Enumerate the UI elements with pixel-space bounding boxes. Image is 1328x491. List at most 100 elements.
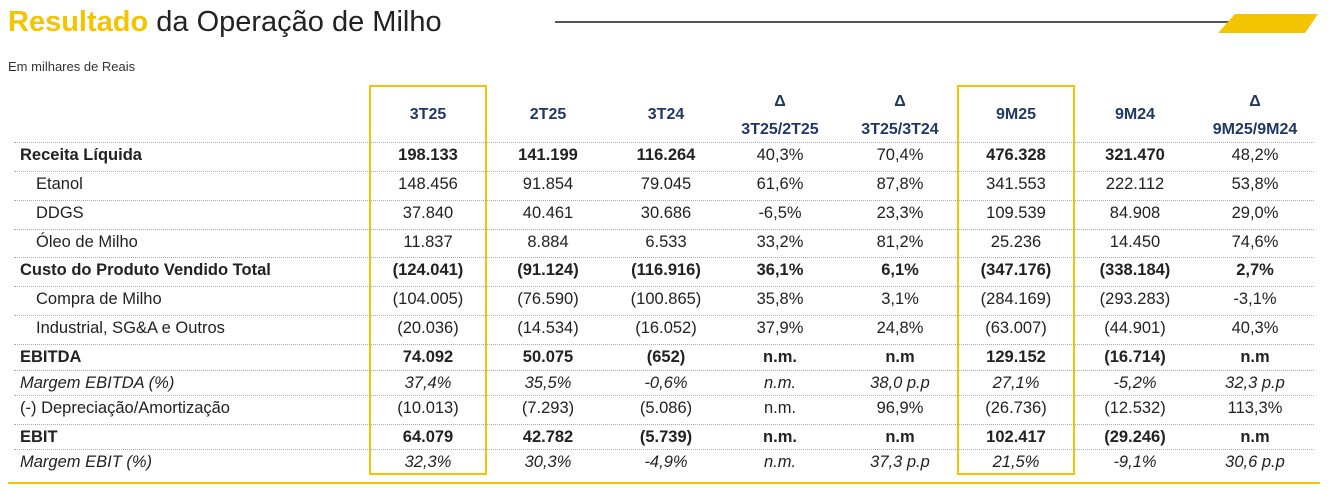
column-header: Δ — [894, 93, 906, 110]
cell: 29,0% — [1231, 204, 1279, 222]
column-header: 3T24 — [647, 106, 685, 123]
cell: -6,5% — [758, 204, 802, 222]
cell: 222.112 — [1105, 175, 1165, 193]
cell: (76.590) — [517, 290, 579, 308]
cell: 37,4% — [404, 374, 452, 392]
cell: 6.533 — [645, 233, 687, 251]
row-label: DDGS — [36, 204, 84, 222]
highlight-box — [957, 85, 1075, 475]
title-tab — [1218, 14, 1318, 33]
column-header: Δ — [774, 93, 786, 110]
column-header: 9M25/9M24 — [1212, 121, 1298, 138]
cell: 23,3% — [876, 204, 924, 222]
cell: 96,9% — [876, 399, 924, 417]
column-header: 9M24 — [1114, 106, 1156, 123]
cell: n.m. — [763, 348, 797, 366]
cell: 40,3% — [1231, 319, 1279, 337]
cell: 35,5% — [524, 374, 572, 392]
row-label: Óleo de Milho — [36, 233, 138, 251]
row-separator — [14, 257, 1314, 258]
cell: (293.283) — [1099, 290, 1171, 308]
cell: 21,5% — [992, 453, 1040, 471]
row-separator — [14, 315, 1314, 316]
cell: (100.865) — [630, 290, 702, 308]
cell: n.m — [885, 428, 915, 446]
cell: 30,3% — [524, 453, 572, 471]
cell: 53,8% — [1231, 175, 1279, 193]
cell: 25.236 — [990, 233, 1042, 251]
title: Resultado da Operação de Milho — [8, 6, 442, 39]
cell: n.m. — [763, 399, 797, 417]
cell: 91.854 — [522, 175, 574, 193]
row-label: Industrial, SG&A e Outros — [36, 319, 225, 337]
cell: 109.539 — [986, 204, 1046, 222]
title-rest: da Operação de Milho — [156, 6, 442, 38]
cell: (44.901) — [1104, 319, 1166, 337]
cell: 32,3% — [404, 453, 452, 471]
row-label: Margem EBITDA (%) — [20, 374, 175, 392]
cell: 24,8% — [876, 319, 924, 337]
cell: 87,8% — [876, 175, 924, 193]
cell: n.m — [1240, 428, 1270, 446]
bottom-rule — [8, 482, 1320, 484]
cell: 81,2% — [876, 233, 924, 251]
row-label: Custo do Produto Vendido Total — [20, 261, 271, 279]
cell: n.m — [1240, 348, 1270, 366]
row-label: EBITDA — [20, 348, 82, 366]
cell: 37.840 — [402, 204, 454, 222]
subtitle: Em milhares de Reais — [8, 59, 136, 74]
cell: 33,2% — [756, 233, 804, 251]
cell: n.m — [885, 348, 915, 366]
cell: (10.013) — [397, 399, 459, 417]
cell: 32,3 p.p — [1225, 374, 1285, 392]
cell: (5.086) — [639, 399, 693, 417]
cell: (26.736) — [985, 399, 1047, 417]
cell: 36,1% — [756, 261, 804, 279]
row-label: Etanol — [36, 175, 83, 193]
cell: 70,4% — [876, 146, 924, 164]
cell: (63.007) — [985, 319, 1047, 337]
cell: 40.461 — [522, 204, 574, 222]
cell: (91.124) — [517, 261, 579, 279]
cell: (5.739) — [639, 428, 693, 446]
cell: 198.133 — [398, 146, 458, 164]
cell: 30,6 p.p — [1225, 453, 1285, 471]
cell: 321.470 — [1105, 146, 1165, 164]
cell: -3,1% — [1233, 290, 1277, 308]
row-label: EBIT — [20, 428, 58, 446]
column-header: 2T25 — [529, 106, 567, 123]
column-header: 9M25 — [995, 106, 1037, 123]
cell: 48,2% — [1231, 146, 1279, 164]
column-header: 3T25/2T25 — [741, 121, 819, 138]
cell: 113,3% — [1227, 399, 1283, 417]
cell: 2,7% — [1236, 261, 1274, 279]
title-highlight: Resultado — [8, 6, 149, 38]
cell: 8.884 — [527, 233, 569, 251]
row-label: Margem EBIT (%) — [20, 453, 153, 471]
cell: (20.036) — [397, 319, 459, 337]
cell: 102.417 — [986, 428, 1046, 446]
cell: 37,3 p.p — [870, 453, 930, 471]
cell: (16.052) — [635, 319, 697, 337]
cell: 14.450 — [1109, 233, 1161, 251]
cell: 74.092 — [402, 348, 454, 366]
cell: 37,9% — [756, 319, 804, 337]
cell: (29.246) — [1104, 428, 1166, 446]
cell: (124.041) — [392, 261, 464, 279]
cell: 129.152 — [986, 348, 1046, 366]
row-separator — [14, 395, 1314, 396]
cell: (652) — [646, 348, 686, 366]
cell: (284.169) — [980, 290, 1052, 308]
cell: (104.005) — [392, 290, 464, 308]
cell: 30.686 — [640, 204, 692, 222]
column-header: 3T25 — [409, 106, 447, 123]
row-label: Receita Líquida — [20, 146, 142, 164]
cell: 141.199 — [518, 146, 578, 164]
cell: (14.534) — [517, 319, 579, 337]
row-separator — [14, 171, 1314, 172]
cell: -9,1% — [1113, 453, 1157, 471]
cell: 50.075 — [522, 348, 574, 366]
cell: 79.045 — [640, 175, 692, 193]
column-header: Δ — [1249, 93, 1261, 110]
